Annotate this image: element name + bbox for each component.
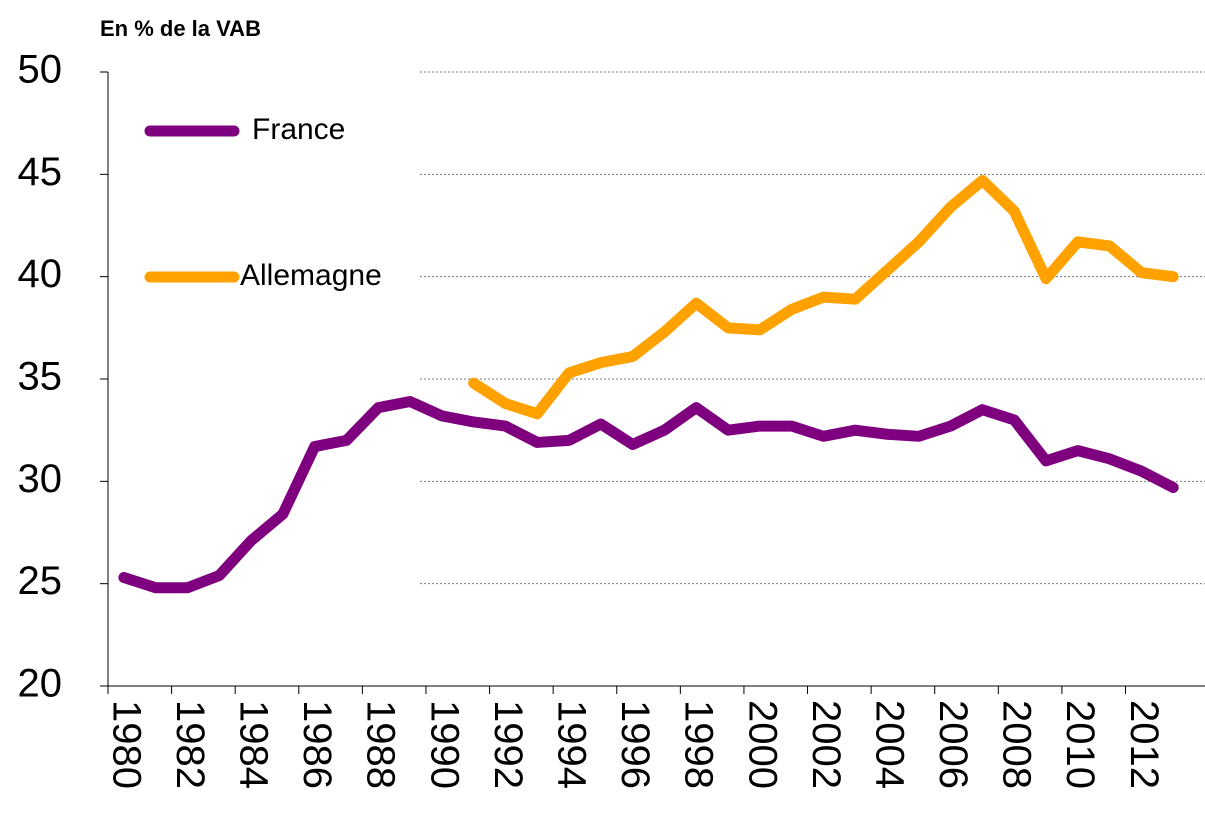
y-tick-label: 45 [18, 150, 63, 194]
x-tick-label: 1994 [549, 700, 593, 789]
y-tick-label: 40 [18, 252, 63, 296]
x-tick-label: 1990 [422, 700, 466, 789]
y-tick-label: 50 [18, 48, 63, 92]
x-tick-label: 2004 [867, 700, 911, 789]
y-tick-label: 25 [18, 559, 63, 603]
y-tick-label: 20 [18, 662, 63, 706]
x-tick-label: 2008 [995, 700, 1039, 789]
x-tick-label: 1982 [168, 700, 212, 789]
legend-label: Allemagne [240, 259, 382, 292]
x-tick-label: 1998 [677, 700, 721, 789]
x-tick-label: 2012 [1122, 700, 1166, 789]
y-tick-label: 30 [18, 457, 63, 501]
data-line [468, 174, 1179, 420]
x-tick-label: 1988 [359, 700, 403, 789]
x-tick-label: 2006 [931, 700, 975, 789]
x-tick-label: 2000 [740, 700, 784, 789]
data-line [118, 396, 1179, 594]
x-tick-label: 2010 [1058, 700, 1102, 789]
legend-label: France [252, 113, 345, 146]
x-tick-label: 1986 [295, 700, 339, 789]
x-tick-label: 1992 [486, 700, 530, 789]
x-tick-label: 2002 [804, 700, 848, 789]
x-tick-label: 1984 [232, 700, 276, 789]
chart-title: En % de la VAB [100, 16, 261, 41]
x-tick-label: 1996 [613, 700, 657, 789]
x-tick-label: 1980 [104, 700, 148, 789]
y-tick-label: 35 [18, 355, 63, 399]
